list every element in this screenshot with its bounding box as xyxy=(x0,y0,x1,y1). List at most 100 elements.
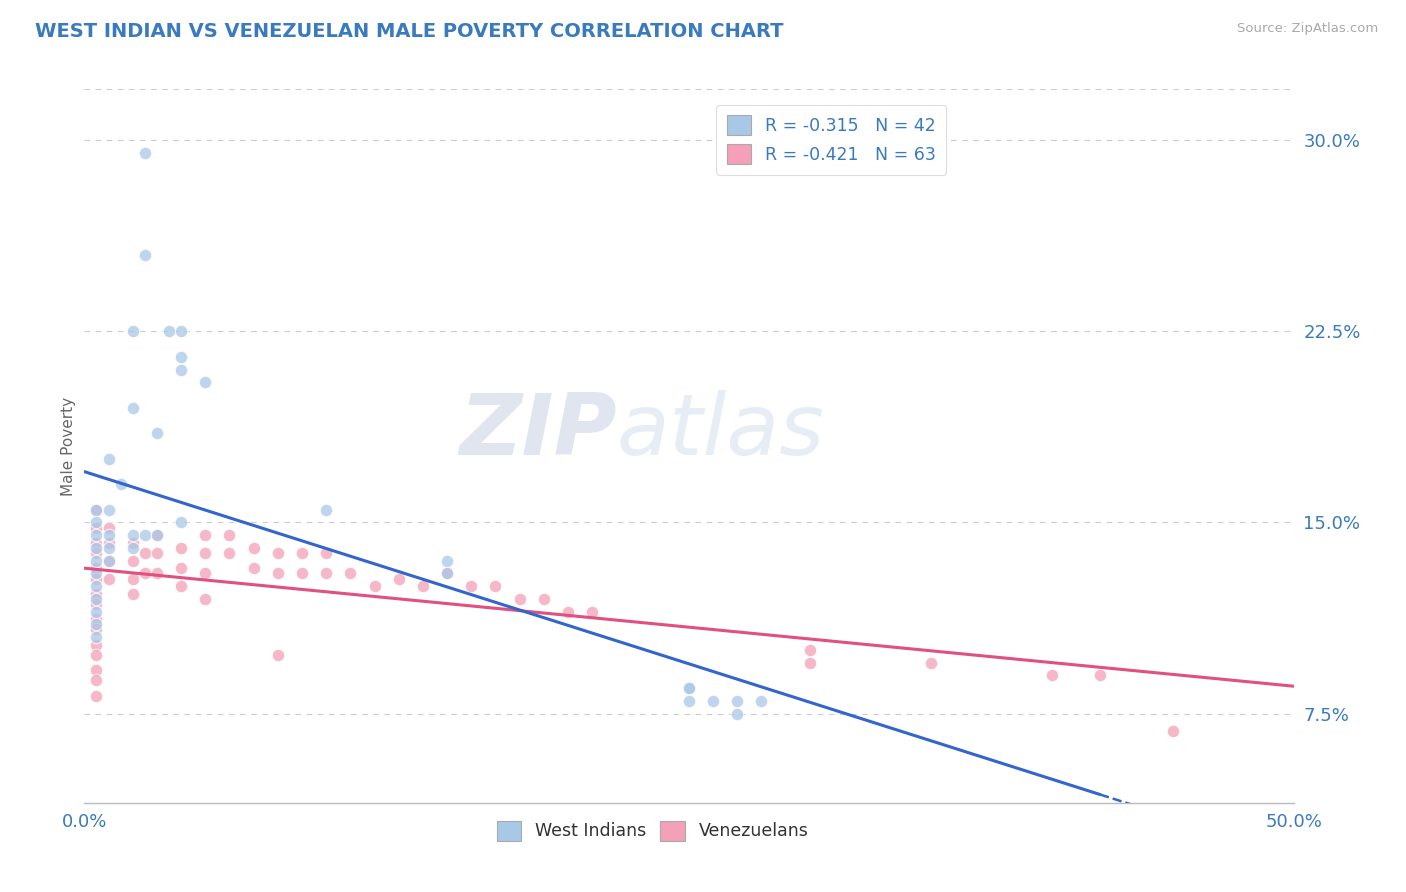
Point xyxy=(86,617,108,632)
Point xyxy=(86,502,108,516)
Point xyxy=(170,579,193,593)
Point xyxy=(86,612,108,626)
Point xyxy=(170,362,193,376)
Point xyxy=(121,401,143,415)
Point xyxy=(702,694,724,708)
Point xyxy=(86,579,108,593)
Text: WEST INDIAN VS VENEZUELAN MALE POVERTY CORRELATION CHART: WEST INDIAN VS VENEZUELAN MALE POVERTY C… xyxy=(35,22,783,41)
Point xyxy=(920,656,942,670)
Point xyxy=(86,648,108,662)
Point xyxy=(1040,668,1063,682)
Point xyxy=(315,566,337,581)
Point xyxy=(509,591,531,606)
Point xyxy=(291,546,314,560)
Point xyxy=(194,546,217,560)
Point xyxy=(86,566,108,581)
Point xyxy=(134,248,156,262)
Point xyxy=(557,605,579,619)
Point xyxy=(97,528,120,542)
Point xyxy=(86,502,108,516)
Point xyxy=(121,528,143,542)
Point xyxy=(194,376,217,390)
Point xyxy=(86,587,108,601)
Point xyxy=(97,554,120,568)
Point xyxy=(86,516,108,530)
Point xyxy=(218,546,240,560)
Point xyxy=(315,546,337,560)
Point xyxy=(146,566,169,581)
Point xyxy=(86,541,108,555)
Point xyxy=(194,528,217,542)
Point xyxy=(134,528,156,542)
Point xyxy=(388,572,411,586)
Point xyxy=(157,324,180,338)
Point xyxy=(86,561,108,575)
Point xyxy=(533,591,555,606)
Point xyxy=(121,324,143,338)
Point xyxy=(97,572,120,586)
Text: Source: ZipAtlas.com: Source: ZipAtlas.com xyxy=(1237,22,1378,36)
Point xyxy=(86,536,108,550)
Point xyxy=(799,643,821,657)
Point xyxy=(86,630,108,644)
Point xyxy=(170,324,193,338)
Point xyxy=(134,145,156,160)
Point xyxy=(751,694,773,708)
Point xyxy=(86,546,108,560)
Point xyxy=(581,605,603,619)
Point xyxy=(460,579,482,593)
Point xyxy=(97,554,120,568)
Point xyxy=(194,566,217,581)
Point xyxy=(97,451,120,466)
Point xyxy=(86,528,108,542)
Point xyxy=(194,591,217,606)
Text: atlas: atlas xyxy=(616,390,824,474)
Point xyxy=(146,546,169,560)
Point xyxy=(436,554,458,568)
Point xyxy=(121,572,143,586)
Point xyxy=(110,477,132,491)
Point xyxy=(134,566,156,581)
Point xyxy=(267,566,290,581)
Point xyxy=(86,663,108,677)
Point xyxy=(242,561,264,575)
Y-axis label: Male Poverty: Male Poverty xyxy=(60,396,76,496)
Point xyxy=(86,554,108,568)
Point xyxy=(678,681,700,695)
Point xyxy=(1161,724,1184,739)
Point xyxy=(412,579,434,593)
Legend: West Indians, Venezuelans: West Indians, Venezuelans xyxy=(491,814,815,847)
Point xyxy=(725,706,748,721)
Point xyxy=(484,579,506,593)
Point xyxy=(436,566,458,581)
Point xyxy=(363,579,385,593)
Point xyxy=(170,516,193,530)
Point xyxy=(436,566,458,581)
Point xyxy=(86,520,108,534)
Point xyxy=(315,502,337,516)
Point xyxy=(267,648,290,662)
Point xyxy=(97,541,120,555)
Point xyxy=(678,681,700,695)
Point xyxy=(267,546,290,560)
Point xyxy=(86,623,108,637)
Point xyxy=(799,656,821,670)
Point xyxy=(339,566,361,581)
Point xyxy=(1088,668,1111,682)
Point xyxy=(242,541,264,555)
Point xyxy=(146,528,169,542)
Point xyxy=(134,546,156,560)
Point xyxy=(86,597,108,611)
Point xyxy=(170,541,193,555)
Point xyxy=(146,528,169,542)
Point xyxy=(86,591,108,606)
Point xyxy=(97,536,120,550)
Point xyxy=(678,694,700,708)
Point xyxy=(170,350,193,364)
Point xyxy=(86,638,108,652)
Point xyxy=(218,528,240,542)
Point xyxy=(291,566,314,581)
Text: ZIP: ZIP xyxy=(458,390,616,474)
Point xyxy=(121,536,143,550)
Point xyxy=(121,587,143,601)
